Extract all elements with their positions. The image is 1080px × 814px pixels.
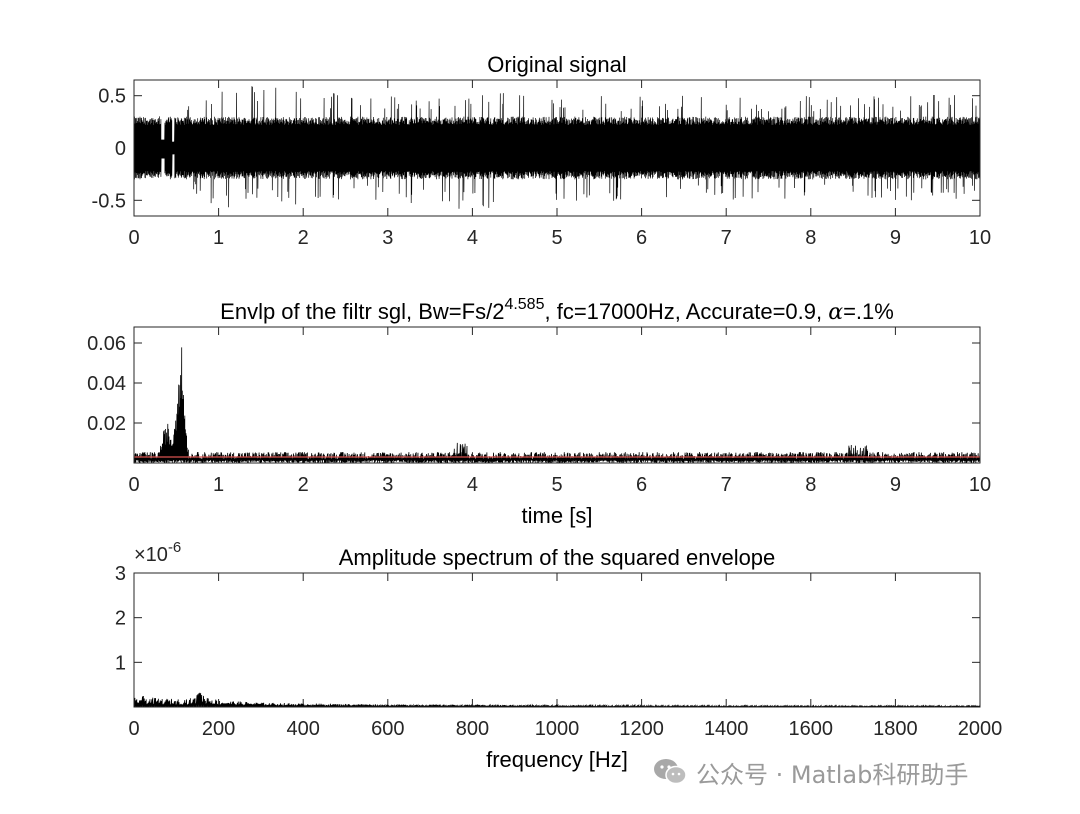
x-tick-label: 600 — [371, 718, 404, 740]
y-tick-label: 0.02 — [87, 413, 126, 435]
x-tick-label: 3 — [382, 227, 393, 249]
watermark: 公众号 · Matlab科研助手 — [652, 752, 968, 792]
x-tick-label: 200 — [202, 718, 235, 740]
subplot-envelope: 0 1 2 3 4 5 6 7 8 9 10 0.02 0.04 0.06 Envlp of the fil… — [87, 296, 991, 528]
x-tick-label: 6 — [636, 227, 647, 249]
x-tick-label: 9 — [890, 474, 901, 496]
x-tick-label: 6 — [636, 474, 647, 496]
x-tick-label: 1800 — [873, 718, 918, 740]
x-tick-label: 1000 — [535, 718, 580, 740]
x-tick-label: 0 — [128, 474, 139, 496]
x-tick-label: 10 — [969, 474, 991, 496]
x-tick-label: 5 — [551, 227, 562, 249]
x-axis-label: time [s] — [522, 503, 593, 528]
x-tick-label: 10 — [969, 227, 991, 249]
x-tick-label: 9 — [890, 227, 901, 249]
chart-title: Original signal — [487, 52, 626, 77]
y-tick-label: 3 — [115, 563, 126, 585]
x-tick-label: 1600 — [789, 718, 834, 740]
x-tick-label: 1200 — [619, 718, 664, 740]
y-tick-label: 0.06 — [87, 333, 126, 355]
x-tick-label: 2000 — [958, 718, 1003, 740]
x-tick-label: 400 — [287, 718, 320, 740]
axes-frame — [133, 79, 981, 217]
wechat-logo-icon — [654, 759, 687, 785]
x-tick-label: 1 — [213, 227, 224, 249]
x-tick-label: 4 — [467, 474, 478, 496]
x-tick-label: 2 — [298, 474, 309, 496]
x-axis-label: frequency [Hz] — [486, 747, 628, 772]
subplot-spectrum: 0 200 400 600 800 1000 1200 1400 1600 1800 2000 1 2 3… — [115, 539, 1002, 772]
x-tick-label: 2 — [298, 227, 309, 249]
axes-frame — [133, 572, 981, 708]
x-tick-label: 1400 — [704, 718, 749, 740]
x-tick-label: 800 — [456, 718, 489, 740]
chart-title: Envlp of the filtr sgl, Bw=Fs/24.585, fc… — [220, 296, 894, 325]
y-tick-label: -0.5 — [92, 190, 126, 212]
watermark-text: 公众号 · Matlab科研助手 — [696, 760, 969, 789]
y-axis-multiplier: ×10-6 — [134, 539, 181, 566]
x-tick-label: 4 — [467, 227, 478, 249]
series-envelope — [134, 347, 980, 463]
series-original-signal — [134, 86, 980, 209]
x-tick-label: 7 — [721, 227, 732, 249]
x-tick-label: 5 — [551, 474, 562, 496]
y-tick-label: 0.5 — [98, 86, 126, 108]
axes-frame — [133, 326, 981, 464]
chart-title: Amplitude spectrum of the squared envelo… — [339, 545, 776, 570]
x-tick-label: 0 — [128, 227, 139, 249]
x-tick-label: 8 — [805, 227, 816, 249]
y-tick-label: 1 — [115, 652, 126, 674]
y-tick-label: 0.04 — [87, 373, 126, 395]
y-tick-label: 2 — [115, 608, 126, 630]
x-tick-label: 7 — [721, 474, 732, 496]
y-tick-label: 0 — [115, 138, 126, 160]
x-tick-label: 8 — [805, 474, 816, 496]
x-tick-label: 3 — [382, 474, 393, 496]
x-tick-label: 0 — [128, 718, 139, 740]
x-tick-label: 1 — [213, 474, 224, 496]
